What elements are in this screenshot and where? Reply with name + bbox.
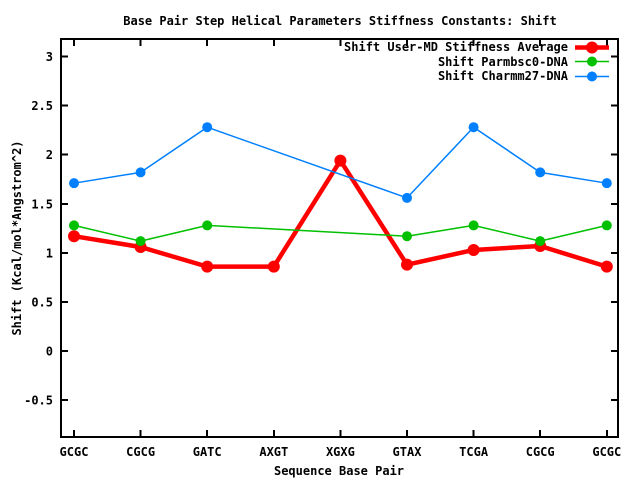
data-point-2 bbox=[601, 178, 612, 189]
legend-marker bbox=[587, 56, 597, 67]
x-tick-label: GCGC bbox=[60, 445, 89, 459]
chart-title: Base Pair Step Helical Parameters Stiffn… bbox=[123, 14, 557, 28]
data-point-0 bbox=[68, 230, 80, 243]
legend-sample-line-icon bbox=[575, 56, 609, 67]
legend-sample-line-icon bbox=[575, 41, 609, 54]
legend-item-charmm27: Shift Charmm27-DNA bbox=[438, 69, 609, 84]
data-point-0 bbox=[201, 260, 214, 273]
x-tick-label: GATC bbox=[193, 445, 222, 459]
data-point-0 bbox=[467, 243, 480, 256]
legend-item-user-md: Shift User-MD Stiffness Average bbox=[344, 40, 609, 55]
data-point-1 bbox=[535, 236, 546, 247]
x-tick-label: XGXG bbox=[326, 445, 355, 459]
data-point-2 bbox=[69, 178, 79, 189]
legend: Shift User-MD Stiffness Average Shift Pa… bbox=[344, 40, 609, 84]
data-point-1 bbox=[135, 236, 146, 247]
x-tick-label: GCGC bbox=[592, 445, 621, 459]
legend-label: Shift Charmm27-DNA bbox=[437, 69, 568, 83]
legend-label: Shift User-MD Stiffness Average bbox=[344, 40, 568, 54]
series-line-1 bbox=[73, 224, 607, 242]
legend-item-parmbsc0: Shift Parmbsc0-DNA bbox=[438, 55, 609, 70]
x-tick-label: CGCG bbox=[526, 445, 555, 459]
data-point-0 bbox=[401, 258, 413, 271]
y-tick-label: 3 bbox=[46, 50, 53, 64]
y-tick-label: 1 bbox=[46, 246, 53, 260]
data-point-2 bbox=[202, 122, 213, 133]
x-tick-label: CGCG bbox=[126, 445, 155, 459]
data-point-2 bbox=[468, 122, 479, 133]
data-point-0 bbox=[267, 260, 280, 273]
y-tick-label: 2.5 bbox=[31, 99, 53, 113]
legend-marker bbox=[587, 71, 597, 82]
data-point-1 bbox=[202, 220, 213, 231]
y-tick-label: 0.5 bbox=[31, 296, 53, 310]
data-point-1 bbox=[601, 220, 612, 231]
data-point-2 bbox=[402, 192, 412, 203]
x-tick-label: TCGA bbox=[459, 445, 489, 459]
data-point-1 bbox=[69, 220, 79, 231]
plot-border bbox=[60, 38, 619, 438]
data-point-1 bbox=[402, 231, 412, 242]
series-line-0 bbox=[73, 158, 608, 269]
x-axis-title: Sequence Base Pair bbox=[273, 464, 405, 478]
data-point-0 bbox=[334, 154, 347, 167]
y-tick-label: 1.5 bbox=[31, 197, 53, 211]
y-tick-label: 2 bbox=[46, 148, 53, 162]
x-tick-label: AXGT bbox=[259, 445, 288, 459]
data-point-2 bbox=[135, 167, 146, 178]
data-point-1 bbox=[468, 220, 479, 231]
legend-label: Shift Parmbsc0-DNA bbox=[437, 54, 568, 69]
y-tick-label: -0.5 bbox=[24, 394, 53, 408]
data-point-0 bbox=[600, 260, 613, 273]
data-point-2 bbox=[535, 167, 546, 178]
legend-marker bbox=[586, 41, 598, 54]
x-tick-label: GTAX bbox=[393, 445, 423, 459]
y-tick-label: 0 bbox=[46, 345, 53, 359]
legend-sample-line-icon bbox=[575, 71, 609, 82]
